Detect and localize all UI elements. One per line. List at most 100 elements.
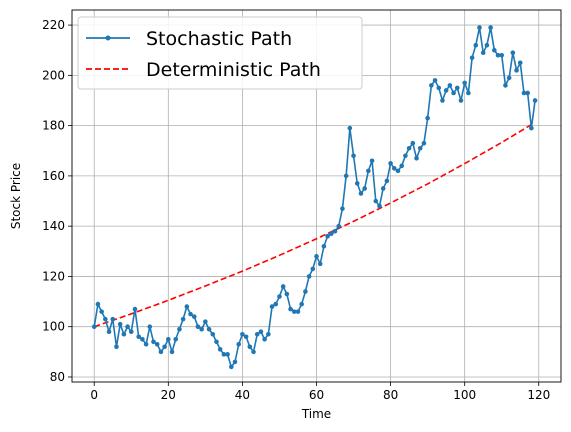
x-tick-label: 100 — [453, 388, 476, 402]
stochastic-path-point — [495, 52, 501, 58]
stochastic-path-point — [240, 331, 245, 337]
stochastic-path-point — [217, 347, 223, 352]
stochastic-path-point — [225, 352, 230, 357]
stochastic-path-point — [325, 233, 330, 239]
stochastic-path-point — [417, 145, 423, 151]
stochastic-path-point — [329, 231, 334, 237]
stochastic-path-point — [110, 316, 116, 322]
stochastic-path-point — [310, 266, 316, 272]
stochastic-path-point — [458, 98, 464, 103]
stochastic-path-point — [284, 291, 290, 297]
stochastic-path-point — [132, 306, 138, 312]
stochastic-path-point — [429, 83, 434, 88]
stochastic-path-point — [321, 243, 327, 249]
x-tick-label: 40 — [235, 388, 250, 402]
stochastic-path-point — [228, 364, 234, 370]
stochastic-path-point — [462, 80, 467, 86]
stochastic-path-point — [406, 145, 412, 151]
stochastic-path-point — [173, 336, 179, 342]
x-tick-label: 60 — [309, 388, 324, 402]
stochastic-path-point — [503, 83, 508, 88]
stochastic-path-point — [140, 336, 145, 342]
stochastic-path-point — [469, 55, 475, 61]
stochastic-path-point — [147, 324, 153, 330]
stochastic-path-point — [332, 228, 338, 234]
stochastic-path-point — [95, 301, 101, 307]
legend: Stochastic Path Deterministic Path — [77, 16, 363, 90]
stochastic-path-point — [273, 301, 279, 307]
y-tick-label: 200 — [42, 68, 65, 82]
stochastic-path-point — [221, 352, 227, 357]
stochastic-path-point — [254, 331, 260, 337]
stochastic-path-point — [436, 85, 442, 91]
stochastic-path-point — [243, 334, 249, 340]
stochastic-path-point — [414, 155, 419, 161]
stochastic-path-point — [191, 314, 197, 319]
stochastic-path-point — [369, 158, 375, 164]
y-tick-label: 180 — [42, 119, 65, 133]
x-tick-label: 0 — [90, 388, 98, 402]
stochastic-path-point — [136, 334, 141, 340]
stochastic-path-point — [117, 321, 123, 327]
stochastic-path-point — [291, 309, 297, 314]
stochastic-path-point — [366, 168, 371, 174]
stochastic-path-point — [514, 68, 519, 73]
stochastic-path-point — [447, 83, 453, 88]
stochastic-path-point — [128, 329, 134, 335]
stochastic-path-point — [492, 47, 497, 53]
stochastic-path-point — [206, 326, 212, 332]
stochastic-path-point — [336, 223, 342, 229]
stochastic-path-point — [506, 75, 512, 81]
stochastic-path-point — [373, 198, 379, 204]
x-axis-label: Time — [301, 407, 331, 421]
stochastic-path-point — [425, 115, 430, 121]
stochastic-path-point — [347, 125, 353, 131]
stochastic-path-point — [510, 50, 516, 56]
stochastic-path-point — [306, 274, 312, 279]
stochastic-path-point — [247, 344, 253, 350]
stochastic-path-point — [188, 311, 193, 317]
stochastic-path-point — [106, 329, 112, 335]
stochastic-path-point — [180, 316, 186, 322]
stochastic-path-point — [151, 339, 156, 345]
stochastic-path-point — [391, 166, 397, 171]
stochastic-path-point — [532, 98, 538, 103]
stochastic-path-point — [184, 304, 190, 309]
stochastic-path-point — [114, 344, 119, 350]
stochastic-path-point — [440, 98, 445, 103]
stochastic-path-point — [195, 324, 201, 330]
legend-box — [77, 16, 363, 90]
stochastic-path-point — [99, 309, 104, 314]
stochastic-path-point — [199, 326, 204, 332]
stochastic-path-point — [499, 52, 505, 58]
stochastic-path-point — [91, 324, 97, 330]
stochastic-path-point — [125, 324, 130, 330]
stochastic-path-point — [343, 173, 349, 179]
stochastic-path-point — [399, 163, 405, 169]
stochastic-path-point — [158, 349, 164, 355]
y-axis-label: Stock Price — [9, 163, 23, 229]
stochastic-path-point — [314, 254, 319, 259]
stochastic-path-point — [317, 261, 323, 267]
stochastic-path-point — [384, 178, 390, 184]
y-tick-label: 120 — [42, 269, 65, 283]
stochastic-path-point — [443, 88, 449, 93]
x-tick-label: 20 — [161, 388, 176, 402]
stochastic-path-point — [154, 341, 160, 347]
stochastic-path-point — [340, 206, 345, 211]
y-tick-label: 140 — [42, 219, 65, 233]
stochastic-path-point — [362, 186, 367, 191]
series-layer — [91, 25, 538, 370]
stochastic-path-point — [269, 304, 275, 309]
stochastic-path-point — [377, 203, 382, 209]
y-tick-label: 160 — [42, 169, 65, 183]
stochastic-path-point — [517, 60, 523, 66]
stochastic-path-point — [143, 341, 149, 347]
stochastic-path-point — [488, 25, 493, 30]
stochastic-path-point — [288, 306, 293, 312]
stochastic-path-point — [280, 284, 286, 289]
stochastic-path-point — [262, 336, 267, 342]
stochastic-path-point — [480, 50, 486, 56]
stochastic-path-point — [103, 316, 108, 322]
